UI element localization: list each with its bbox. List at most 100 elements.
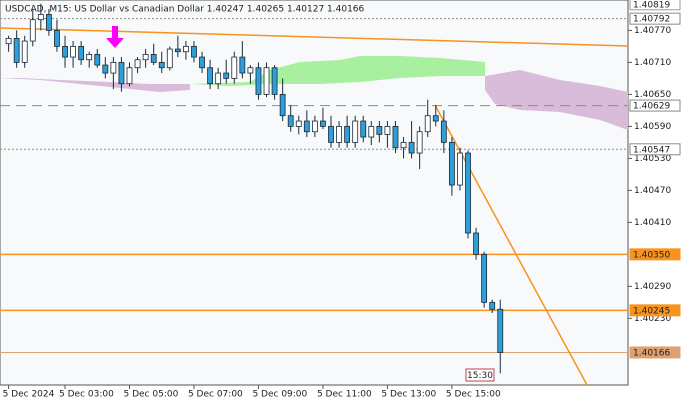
candle-body [13,37,20,63]
cursor-box [465,368,495,382]
candle-body [489,301,496,310]
candle-body [295,120,302,127]
candle-body [5,37,12,45]
candle-body [118,61,125,85]
x-tick-label: 5 Dec 03:00 [59,390,114,400]
trend-line [0,27,629,47]
cloud-bear [0,78,190,92]
candle-body [239,56,246,74]
candle-body [37,13,44,21]
candle-body [497,308,504,353]
level-label: 1.40166 [633,348,670,358]
candle-body [344,125,351,143]
level-box [629,143,681,156]
level-box [629,304,681,317]
candle-body [215,72,222,85]
candle-body [78,45,85,61]
candle-body [457,152,463,186]
level-box [629,99,681,112]
candle-body [279,93,286,117]
y-tick-label: 1.40470 [634,186,671,196]
level-box [629,0,681,11]
candle-body [376,125,383,135]
candle-body [191,45,197,58]
y-tick-label: 1.40710 [634,58,671,68]
level-label: 1.40629 [633,102,670,112]
candle-body [166,48,173,69]
candle-body [255,67,262,95]
candle-body [126,67,133,85]
candle-body [94,53,101,66]
y-tick-label: 1.40410 [634,218,671,228]
x-tick-label: 5 Dec 15:00 [446,390,501,400]
x-tick-label: 5 Dec 13:00 [381,390,436,400]
candle-body [408,141,415,154]
candle-body [142,53,149,61]
y-tick-label: 1.40770 [634,26,671,36]
candle-body [481,253,488,303]
candle-body [62,45,68,58]
candle-body [416,131,423,154]
level-label: 1.40350 [633,250,670,260]
level-label: 1.40819 [633,0,670,10]
y-tick-label: 1.40590 [634,122,671,132]
candle-body [102,64,109,74]
candle-body [400,141,407,149]
candle-body [247,67,254,74]
candle-body [320,120,326,127]
candle-body [21,40,28,63]
candle-body [183,45,189,53]
candle-body [207,67,214,85]
candle-body [360,120,367,138]
x-tick-label: 5 Dec 05:00 [124,390,179,400]
level-label: 1.40547 [633,145,670,155]
candle-body [29,19,36,42]
x-tick-label: 5 Dec 2024 [3,390,55,400]
candle-body [46,13,52,31]
candle-body [328,125,334,143]
x-tick-label: 5 Dec 09:00 [252,390,307,400]
candle-body [231,56,238,79]
level-label: 1.40245 [633,306,670,316]
y-tick-label: 1.40530 [634,154,671,164]
candle-body [352,120,359,143]
candle-body [368,125,375,138]
candle-body [424,115,431,133]
candle-body [336,125,342,143]
sell-arrow [106,26,124,48]
x-tick-label: 5 Dec 11:00 [317,390,372,400]
candle-body [223,72,230,79]
candle-body [158,61,165,69]
candle-body [150,53,157,63]
chart-title: USDCAD, M15: US Dollar vs Canadian Dolla… [5,5,365,15]
level-label: 1.40792 [633,15,670,25]
level-box [629,346,681,359]
candle-body [110,61,117,74]
candle-body [199,56,205,69]
y-tick-label: 1.40290 [634,282,671,292]
candle-body [263,67,270,95]
candle-body [311,120,318,133]
candle-body [303,120,310,133]
candle-body [432,115,439,122]
level-box [629,248,681,261]
candle-body [70,45,76,58]
candle-body [465,152,471,234]
cursor-label: 15:30 [467,371,493,381]
candle-body [384,125,391,135]
candle-body [440,120,447,143]
candle-body [174,48,181,53]
candle-body [271,67,278,95]
y-tick-label: 1.40650 [634,90,671,100]
candle-body [134,59,141,69]
y-tick-label: 1.40230 [634,314,671,324]
candle-body [448,141,455,186]
cloud-bear [485,70,628,130]
candle-body [287,115,294,127]
x-tick-label: 5 Dec 07:00 [188,390,243,400]
level-box [629,12,681,25]
candle-body [473,232,479,255]
candle-body [54,29,60,47]
candle-body [86,53,93,61]
